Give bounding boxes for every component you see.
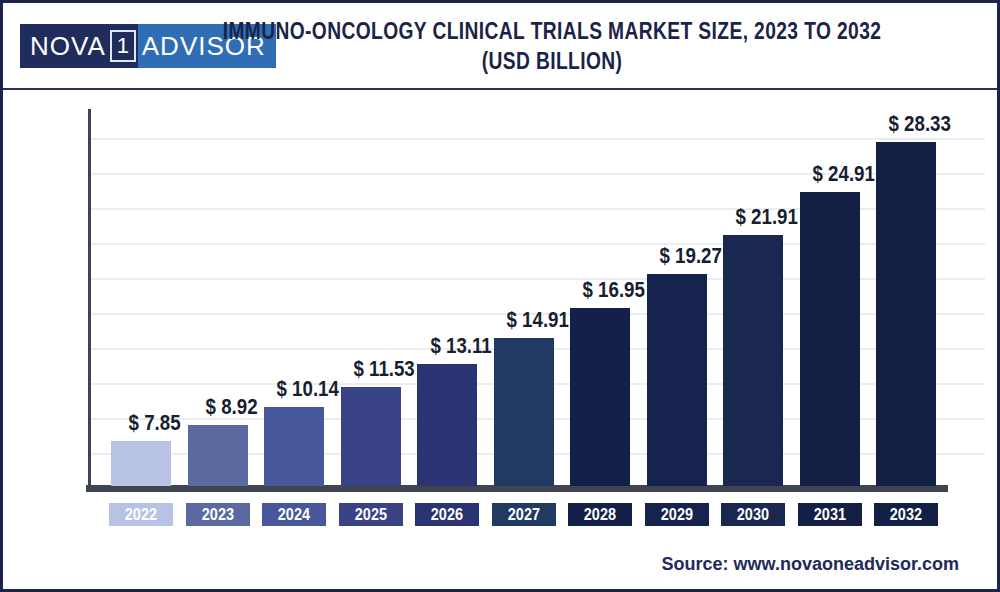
infographic-frame: NOVA 1 ADVISOR IMMUNO-ONCOLOGY CLINICAL … bbox=[0, 0, 1000, 592]
bar-2031 bbox=[800, 192, 860, 486]
year-label: 2027 bbox=[492, 503, 556, 526]
bar-2025 bbox=[341, 387, 401, 486]
year-label: 2026 bbox=[415, 503, 479, 526]
year-label: 2032 bbox=[874, 503, 938, 526]
bar-value-label: $ 28.33 bbox=[850, 112, 990, 136]
bar-2027 bbox=[494, 338, 554, 486]
bar-2022 bbox=[111, 441, 171, 486]
gridline bbox=[91, 138, 985, 140]
chart-title-line1: IMMUNO-ONCOLOGY CLINICAL TRIALS MARKET S… bbox=[202, 16, 901, 46]
bar-2029 bbox=[647, 274, 707, 486]
bar-2024 bbox=[264, 407, 324, 486]
year-label: 2023 bbox=[186, 503, 250, 526]
bar-2026 bbox=[417, 364, 477, 486]
chart-title-line2: (USD BILLION) bbox=[202, 46, 901, 76]
bar-2032 bbox=[876, 142, 936, 486]
chart-title: IMMUNO-ONCOLOGY CLINICAL TRIALS MARKET S… bbox=[115, 16, 989, 76]
bar-2030 bbox=[723, 235, 783, 486]
x-axis-baseline bbox=[86, 485, 948, 492]
header-divider bbox=[3, 88, 997, 90]
year-label: 2031 bbox=[798, 503, 862, 526]
bar-2028 bbox=[570, 308, 630, 486]
year-label: 2024 bbox=[262, 503, 326, 526]
year-label: 2029 bbox=[645, 503, 709, 526]
year-label: 2025 bbox=[339, 503, 403, 526]
year-label: 2022 bbox=[109, 503, 173, 526]
year-label: 2028 bbox=[568, 503, 632, 526]
bar-2023 bbox=[188, 425, 248, 486]
year-label: 2030 bbox=[721, 503, 785, 526]
logo-nova-segment: NOVA bbox=[20, 24, 110, 68]
source-attribution: Source: www.novaoneadvisor.com bbox=[662, 554, 959, 575]
